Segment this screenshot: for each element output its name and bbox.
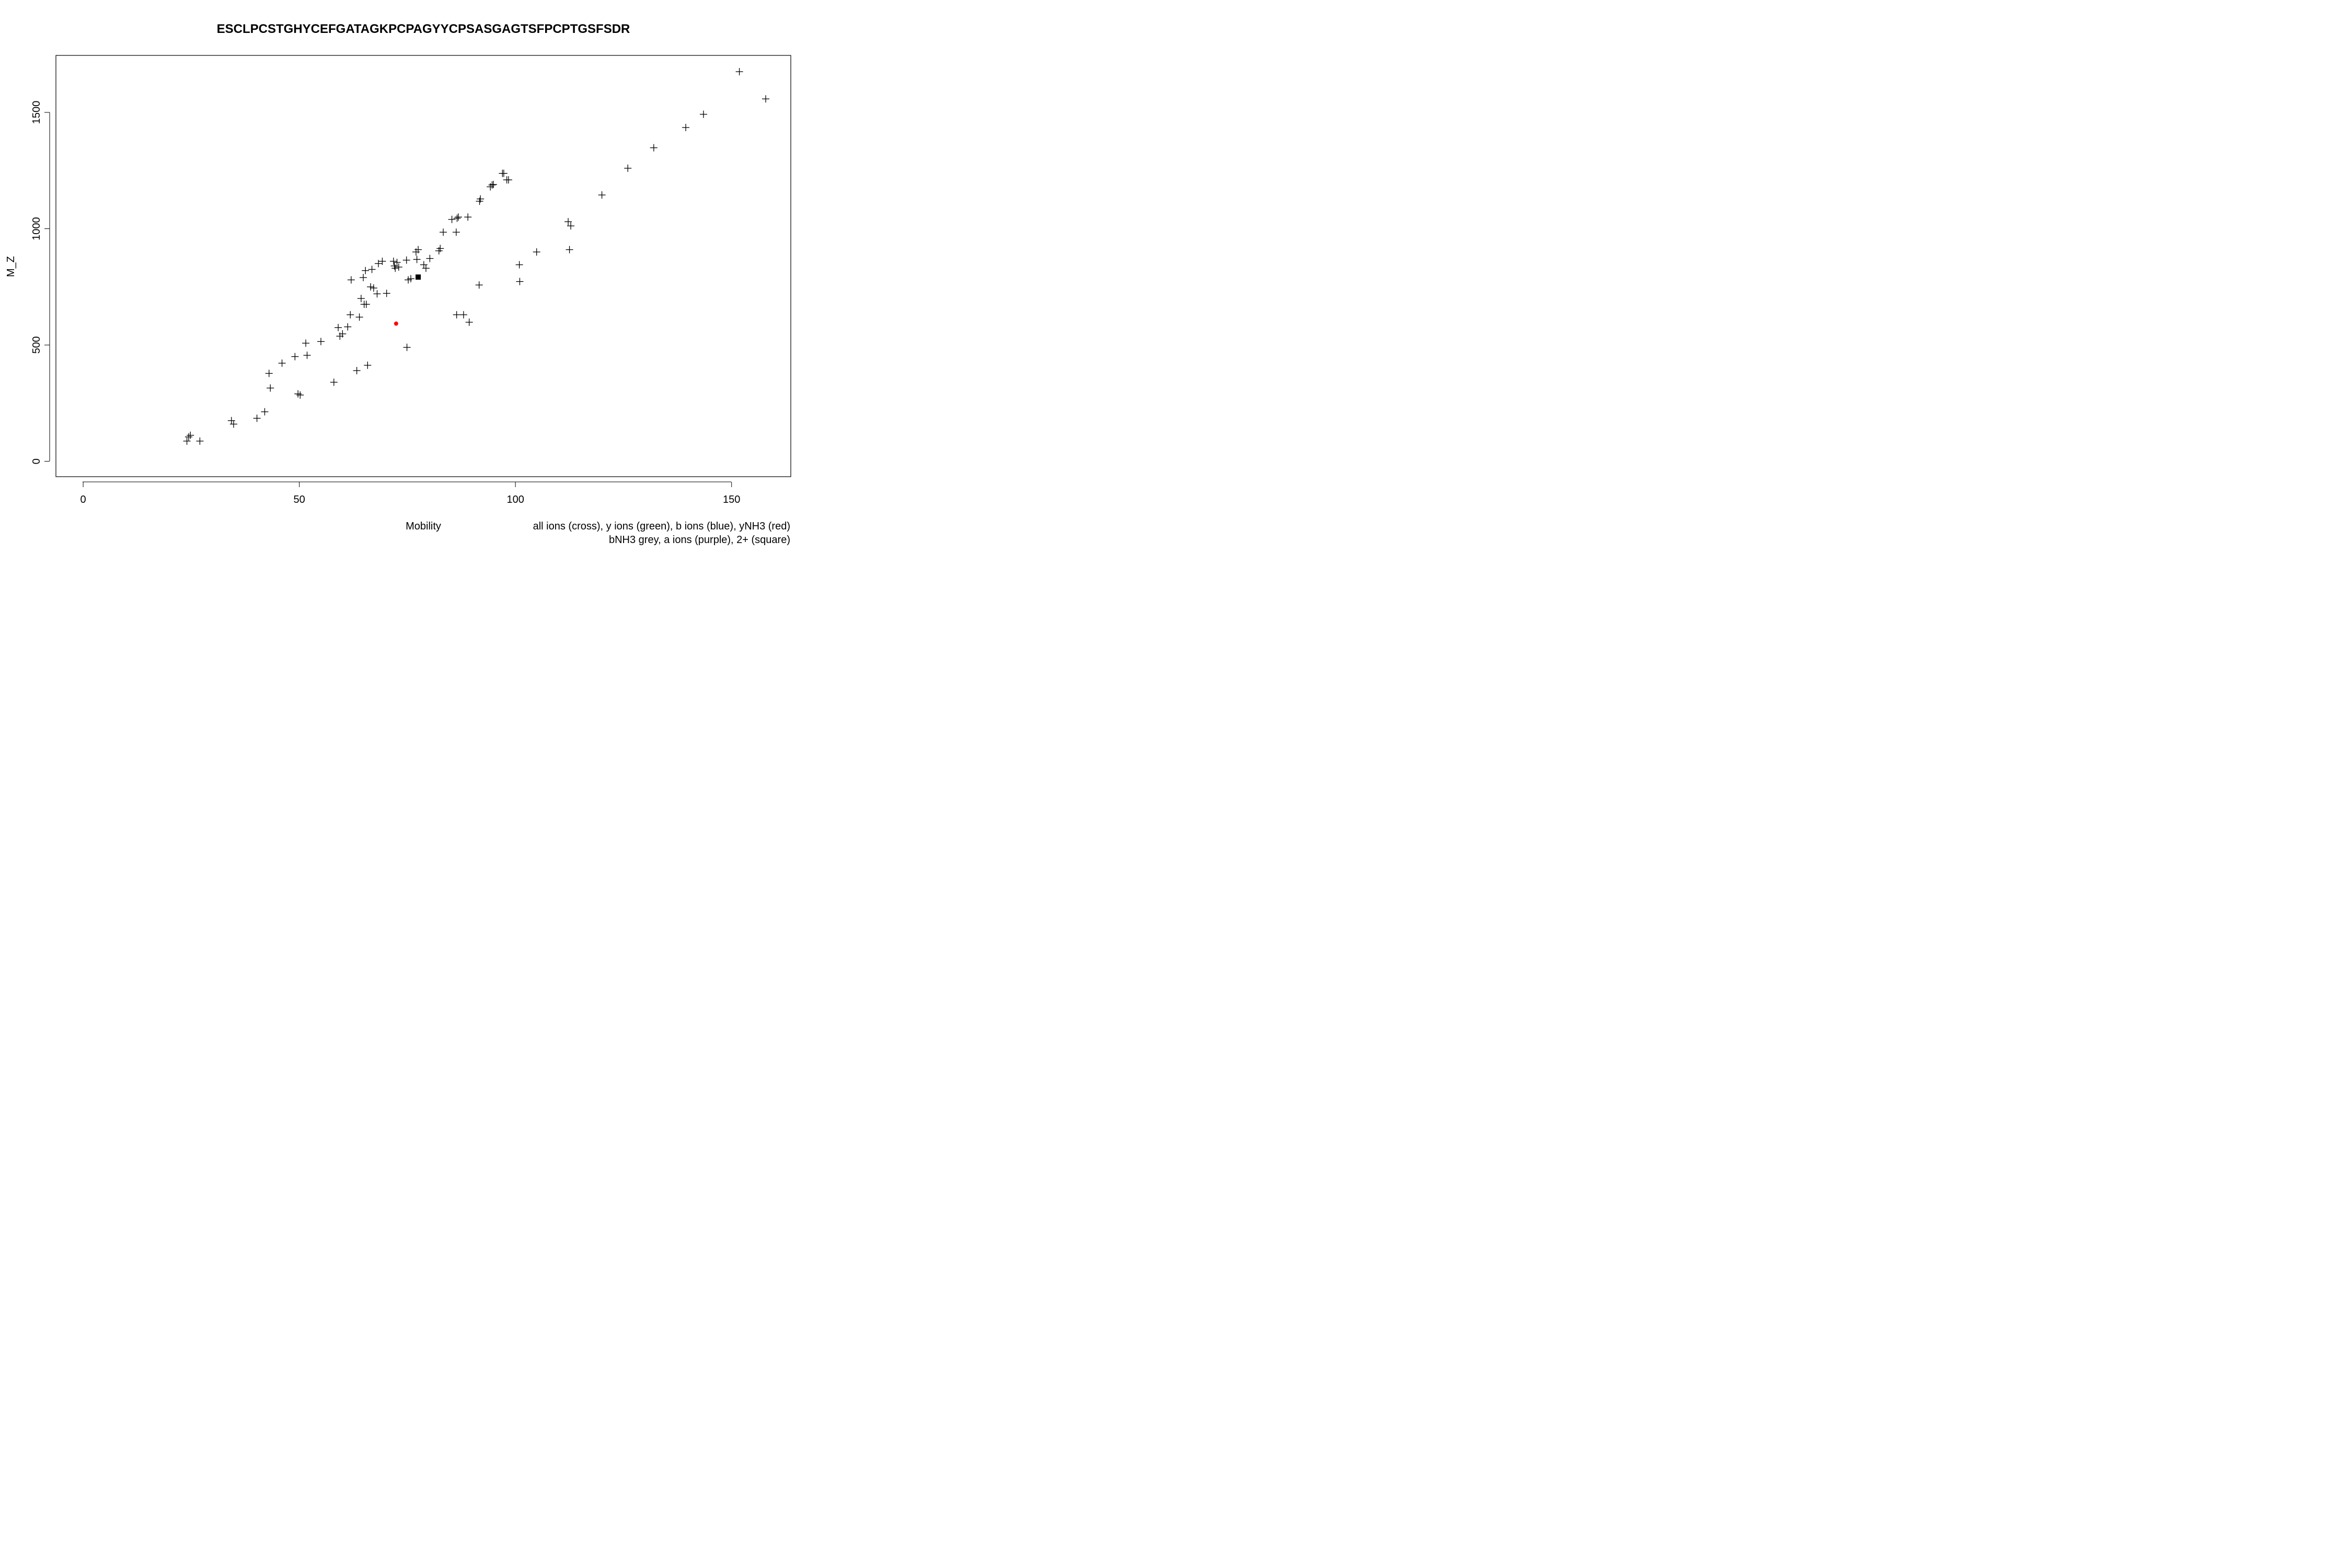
data-point-cross: [227, 417, 235, 424]
data-point-cross: [296, 391, 304, 399]
data-point-cross: [477, 195, 485, 203]
data-point-cross: [378, 257, 386, 265]
scatter-chart: ESCLPCSTGHYCEFGATAGKPCPAGYYCPSASGAGTSFPC…: [5, 22, 791, 546]
data-point-cross: [395, 263, 402, 271]
y-axis: 0 500 1000 1500: [31, 101, 50, 464]
data-point-cross: [196, 437, 204, 445]
data-point-cross: [393, 259, 401, 267]
data-point-dot: [394, 321, 398, 326]
data-point-cross: [414, 246, 422, 253]
data-point-cross: [330, 378, 338, 386]
data-point-cross: [516, 278, 524, 285]
data-point-cross: [440, 228, 447, 236]
data-point-cross: [422, 264, 430, 272]
data-point-cross: [302, 339, 310, 347]
data-point-cross: [567, 222, 575, 230]
data-point-cross: [355, 313, 363, 321]
data-point-cross: [389, 257, 397, 265]
data-point-cross: [185, 433, 192, 441]
data-point-cross: [407, 275, 415, 283]
data-point-cross: [267, 384, 274, 392]
data-point-cross: [265, 370, 273, 377]
data-point-cross: [453, 214, 461, 222]
data-point-cross: [500, 169, 508, 177]
data-point-cross: [420, 261, 428, 269]
data-points: [183, 68, 770, 445]
data-point-cross: [564, 218, 572, 226]
data-point-cross: [624, 164, 632, 172]
data-point-cross: [426, 255, 434, 262]
data-point-cross: [504, 176, 512, 184]
data-point-cross: [347, 276, 355, 284]
data-point-cross: [187, 431, 194, 439]
y-axis-title: M_Z: [5, 256, 17, 277]
data-point-cross: [453, 311, 460, 319]
data-point-cross: [735, 68, 743, 76]
data-point-cross: [370, 284, 377, 292]
data-point-cross: [347, 311, 354, 319]
x-axis-title: Mobility: [406, 521, 441, 532]
data-point-cross: [183, 437, 191, 445]
data-point-cross: [650, 144, 658, 152]
data-point-cross: [515, 261, 523, 269]
data-point-square: [416, 274, 421, 280]
data-point-cross: [465, 318, 473, 326]
chart-title: ESCLPCSTGHYCEFGATAGKPCPAGYYCPSASGAGTSFPC…: [217, 22, 630, 36]
x-tick-label: 50: [294, 494, 305, 505]
data-point-cross: [373, 290, 381, 298]
legend-line-2: bNH3 grey, a ions (purple), 2+ (square): [609, 534, 790, 546]
x-tick-label: 0: [80, 494, 86, 505]
data-point-cross: [489, 181, 497, 189]
data-point-cross: [533, 248, 540, 256]
y-tick-label: 1000: [31, 217, 42, 240]
data-point-cross: [362, 267, 370, 274]
data-point-cross: [413, 256, 421, 263]
data-point-cross: [374, 260, 382, 268]
data-point-cross: [367, 283, 375, 291]
data-point-cross: [253, 414, 261, 422]
data-point-cross: [454, 213, 462, 221]
data-point-cross: [303, 351, 311, 359]
x-axis: 0 50 100 150: [80, 481, 740, 505]
data-point-cross: [353, 367, 361, 375]
data-point-cross: [402, 256, 410, 264]
data-point-cross: [448, 215, 456, 223]
data-point-cross: [464, 213, 472, 221]
data-point-cross: [317, 338, 325, 345]
data-point-cross: [294, 390, 302, 398]
x-tick-label: 100: [506, 494, 524, 505]
plot-frame: [55, 55, 791, 477]
data-point-cross: [339, 330, 347, 338]
data-point-cross: [383, 290, 390, 297]
data-point-cross: [566, 246, 573, 253]
data-point-cross: [368, 266, 376, 273]
data-point-cross: [391, 264, 399, 272]
data-point-cross: [229, 420, 237, 428]
data-point-cross: [598, 191, 606, 199]
data-point-cross: [452, 228, 460, 236]
data-point-cross: [261, 408, 269, 416]
data-point-cross: [278, 359, 286, 367]
data-point-cross: [364, 361, 372, 369]
x-tick-label: 150: [723, 494, 740, 505]
y-tick-label: 1500: [31, 101, 42, 124]
data-point-cross: [360, 274, 367, 282]
data-point-cross: [459, 311, 467, 319]
data-point-cross: [762, 95, 770, 103]
data-point-cross: [357, 295, 365, 303]
data-point-cross: [344, 323, 352, 331]
data-point-cross: [475, 281, 483, 289]
data-point-cross: [488, 181, 496, 189]
data-point-cross: [335, 324, 342, 331]
data-point-cross: [362, 301, 370, 308]
data-point-cross: [403, 343, 411, 351]
data-point-cross: [682, 123, 690, 131]
data-point-cross: [699, 110, 707, 118]
y-tick-label: 500: [31, 336, 42, 353]
data-point-cross: [436, 245, 444, 252]
y-tick-label: 0: [31, 458, 42, 464]
data-point-cross: [291, 353, 299, 361]
legend-line-1: all ions (cross), y ions (green), b ions…: [533, 521, 790, 532]
